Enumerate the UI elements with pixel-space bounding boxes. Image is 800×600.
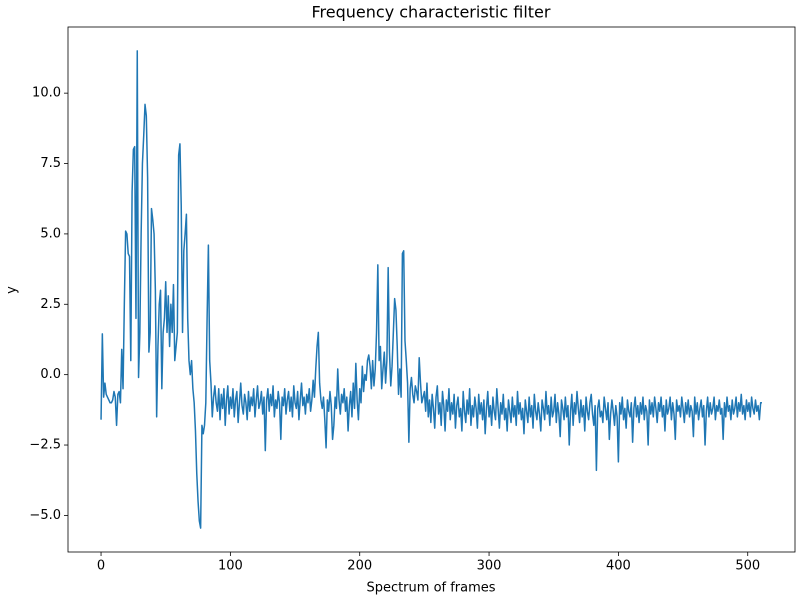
y-tick-label: 2.5 <box>40 297 61 312</box>
x-tick-label: 100 <box>218 559 243 574</box>
x-tick-label: 300 <box>477 559 502 574</box>
y-tick-label: 0.0 <box>40 367 61 382</box>
x-tick-label: 200 <box>347 559 372 574</box>
data-line <box>100 50 762 529</box>
plot-frame <box>67 26 796 553</box>
x-tick-label: 400 <box>606 559 631 574</box>
y-tick-label: 10.0 <box>32 86 61 101</box>
y-axis-label: y <box>5 286 20 294</box>
y-tick-label: 7.5 <box>40 156 61 171</box>
x-axis-label: Spectrum of frames <box>366 581 495 596</box>
x-tick-label: 0 <box>97 559 105 574</box>
y-tick-label: −5.0 <box>29 508 61 523</box>
chart-title: Frequency characteristic filter <box>312 3 551 22</box>
x-tick-label: 500 <box>735 559 760 574</box>
y-tick-label: 5.0 <box>40 226 61 241</box>
y-tick-label: −2.5 <box>29 438 61 453</box>
